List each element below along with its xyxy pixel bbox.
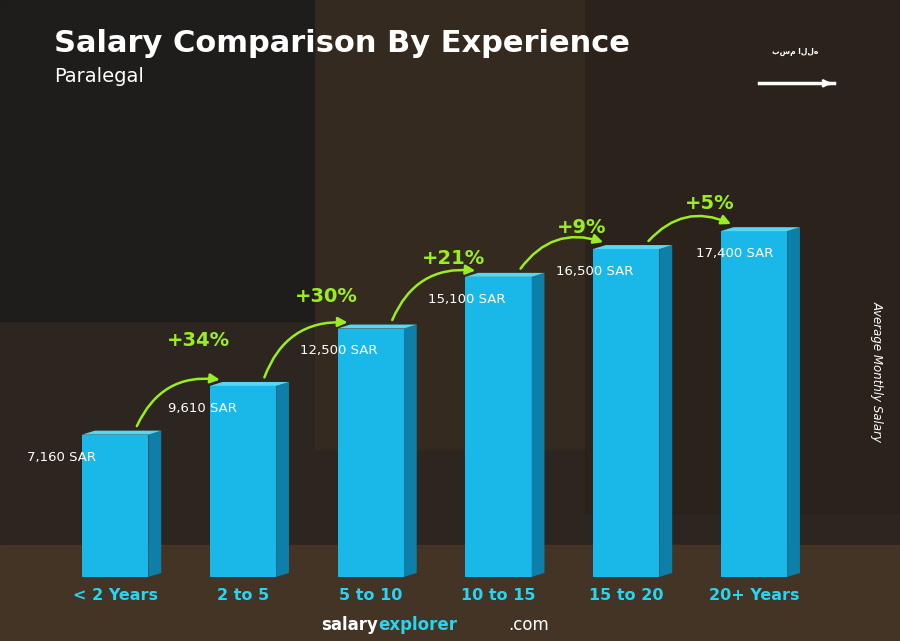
Polygon shape xyxy=(465,273,544,277)
Text: 9,610 SAR: 9,610 SAR xyxy=(167,402,237,415)
Polygon shape xyxy=(593,245,672,249)
Text: 7,160 SAR: 7,160 SAR xyxy=(27,451,96,463)
FancyBboxPatch shape xyxy=(338,328,404,577)
Polygon shape xyxy=(276,382,289,577)
Polygon shape xyxy=(788,227,800,577)
FancyBboxPatch shape xyxy=(721,231,788,577)
Bar xyxy=(0,545,900,641)
Text: +21%: +21% xyxy=(422,249,485,269)
Text: 16,500 SAR: 16,500 SAR xyxy=(555,265,633,278)
Bar xyxy=(0,0,315,320)
Polygon shape xyxy=(404,324,417,577)
Text: salary: salary xyxy=(321,616,378,634)
Polygon shape xyxy=(660,245,672,577)
Text: 17,400 SAR: 17,400 SAR xyxy=(696,247,773,260)
FancyBboxPatch shape xyxy=(465,277,532,577)
Polygon shape xyxy=(210,382,289,386)
Bar xyxy=(315,0,585,449)
Polygon shape xyxy=(148,431,161,577)
Polygon shape xyxy=(532,273,544,577)
Polygon shape xyxy=(338,324,417,328)
Text: بسم الله: بسم الله xyxy=(772,47,818,56)
FancyBboxPatch shape xyxy=(210,386,276,577)
FancyBboxPatch shape xyxy=(593,249,660,577)
Text: Average Monthly Salary: Average Monthly Salary xyxy=(871,301,884,442)
Text: Salary Comparison By Experience: Salary Comparison By Experience xyxy=(54,29,630,58)
Text: explorer: explorer xyxy=(378,616,457,634)
Bar xyxy=(585,0,900,513)
Text: +30%: +30% xyxy=(294,287,357,306)
Polygon shape xyxy=(721,227,800,231)
Text: 12,500 SAR: 12,500 SAR xyxy=(300,344,378,358)
Polygon shape xyxy=(82,431,161,435)
FancyBboxPatch shape xyxy=(82,435,148,577)
Text: +9%: +9% xyxy=(557,218,607,237)
Text: Paralegal: Paralegal xyxy=(54,67,144,87)
Text: +5%: +5% xyxy=(684,194,734,213)
Text: 15,100 SAR: 15,100 SAR xyxy=(428,293,505,306)
Text: .com: .com xyxy=(508,616,549,634)
Text: +34%: +34% xyxy=(166,331,230,350)
